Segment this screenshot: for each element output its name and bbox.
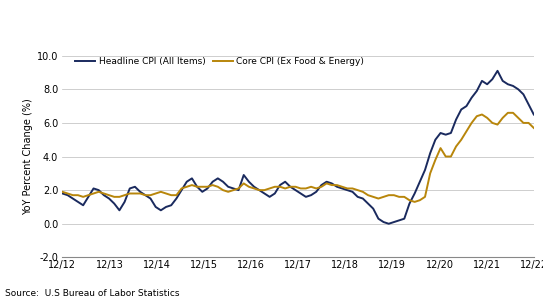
Core CPI (Ex Food & Energy): [458, 138, 464, 141]
Core CPI (Ex Food & Energy): [504, 111, 511, 115]
Core CPI (Ex Food & Energy): [531, 126, 537, 130]
Headline CPI (All Items): [443, 133, 449, 136]
Legend: Headline CPI (All Items), Core CPI (Ex Food & Energy): Headline CPI (All Items), Core CPI (Ex F…: [72, 54, 368, 70]
Headline CPI (All Items): [339, 187, 345, 190]
Headline CPI (All Items): [432, 138, 439, 141]
Core CPI (Ex Food & Energy): [437, 146, 444, 150]
Headline CPI (All Items): [494, 69, 501, 73]
Headline CPI (All Items): [386, 222, 392, 225]
Headline CPI (All Items): [59, 192, 66, 195]
Text: Source:  U.S Bureau of Labor Statistics: Source: U.S Bureau of Labor Statistics: [5, 289, 180, 298]
Text: Inflation (Consumer Price Index): Inflation (Consumer Price Index): [7, 16, 316, 33]
Headline CPI (All Items): [412, 192, 418, 195]
Headline CPI (All Items): [531, 113, 537, 116]
Line: Headline CPI (All Items): Headline CPI (All Items): [62, 71, 534, 224]
Headline CPI (All Items): [458, 108, 464, 111]
Core CPI (Ex Food & Energy): [432, 158, 439, 162]
Core CPI (Ex Food & Energy): [412, 200, 418, 204]
Core CPI (Ex Food & Energy): [59, 190, 66, 194]
Core CPI (Ex Food & Energy): [443, 155, 449, 158]
Core CPI (Ex Food & Energy): [339, 185, 345, 188]
Y-axis label: YoY Percent Change (%): YoY Percent Change (%): [23, 98, 33, 215]
Headline CPI (All Items): [437, 131, 444, 135]
Core CPI (Ex Food & Energy): [406, 198, 413, 202]
Line: Core CPI (Ex Food & Energy): Core CPI (Ex Food & Energy): [62, 113, 534, 202]
